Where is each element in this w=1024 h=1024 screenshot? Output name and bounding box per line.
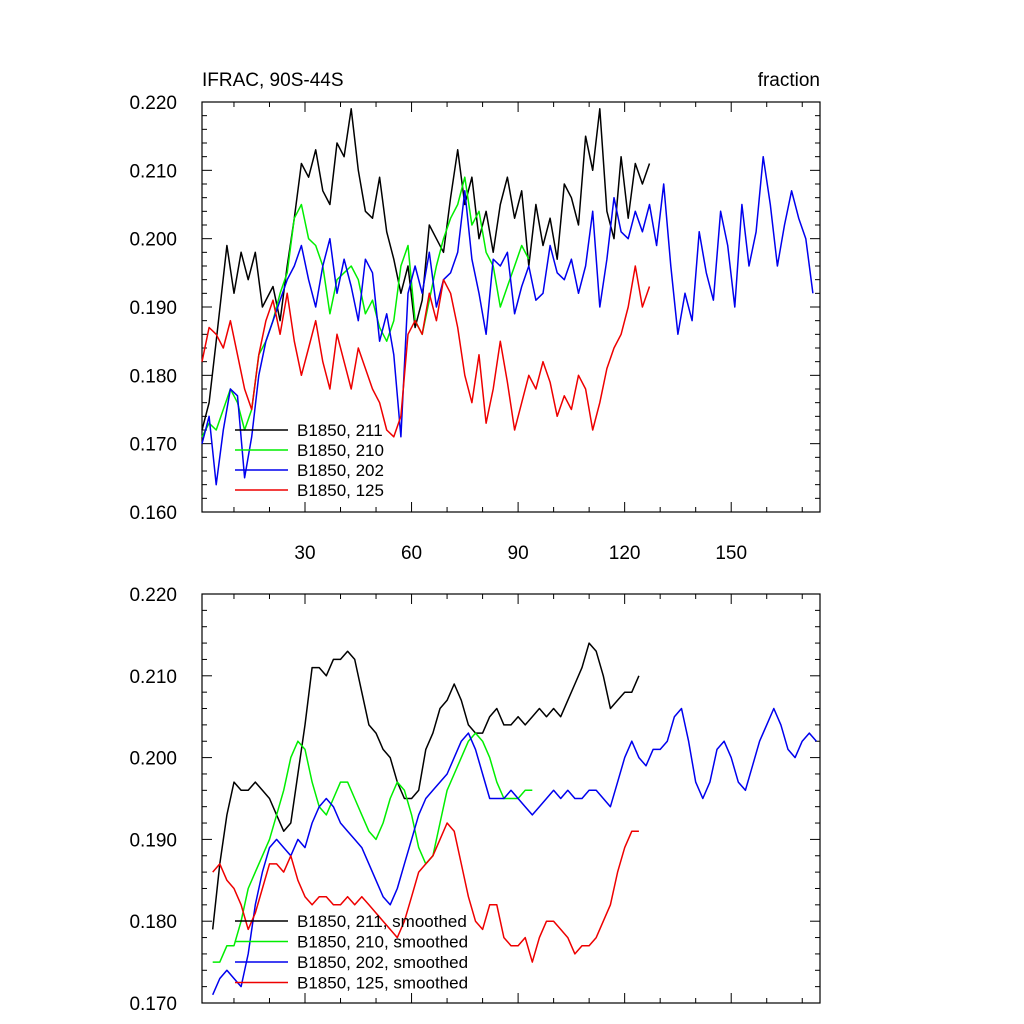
y-tick-label: 0.220: [129, 585, 177, 606]
series-line-b1850-202: [201, 155, 814, 486]
legend-label-b1850-211-smoothed: B1850, 211, smoothed: [297, 912, 467, 931]
x-tick-label: 60: [401, 543, 422, 564]
legend-label-b1850-125: B1850, 125: [297, 481, 384, 500]
y-tick-label: 0.180: [129, 366, 177, 387]
y-tick-label: 0.220: [129, 93, 177, 114]
series-line-b1850-125-smoothed: [212, 822, 639, 963]
y-tick-label: 0.190: [129, 298, 177, 319]
y-tick-label: 0.160: [129, 503, 177, 524]
series-line-b1850-125: [201, 265, 651, 438]
y-tick-label: 0.210: [129, 161, 177, 182]
series-line-b1850-211-smoothed: [211, 642, 640, 930]
series-line-b1850-202-smoothed: [212, 707, 817, 996]
series-line-b1850-210-smoothed: [212, 732, 533, 963]
x-tick-label: 90: [508, 543, 529, 564]
series-line-b1850-211: [201, 108, 651, 431]
y-tick-label: 0.170: [129, 994, 177, 1015]
x-tick-label: 120: [609, 543, 641, 564]
y-tick-label: 0.200: [129, 749, 177, 770]
y-tick-label: 0.210: [129, 667, 177, 688]
top-plot-units: fraction: [758, 70, 820, 91]
legend-label-b1850-125-smoothed: B1850, 125, smoothed: [297, 974, 468, 993]
y-tick-label: 0.170: [129, 435, 177, 456]
top-plot-panel: IFRAC, 90S-44S fraction 0.160 0.170 0.180 0…: [129, 70, 821, 564]
x-tick-label: 30: [294, 543, 315, 564]
legend-label-b1850-202-smoothed: B1850, 202, smoothed: [297, 953, 468, 972]
y-tick-label: 0.200: [129, 230, 177, 251]
top-plot-title: IFRAC, 90S-44S: [202, 70, 344, 91]
plot-frame: [201, 593, 821, 1004]
legend-label-b1850-210-smoothed: B1850, 210, smoothed: [297, 933, 468, 952]
y-tick-label: 0.190: [129, 830, 177, 851]
bottom-plot-panel: 0.170 0.180 0.190 0.200 0.210 0.220 B1850, 211…: [129, 585, 821, 1015]
legend-label-b1850-211: B1850, 211: [297, 421, 383, 440]
plot-frame: [201, 101, 821, 513]
series-line-b1850-210: [201, 176, 530, 438]
x-tick-label: 150: [715, 543, 747, 564]
legend-label-b1850-210: B1850, 210: [297, 441, 384, 460]
y-tick-label: 0.180: [129, 912, 177, 933]
legend-label-b1850-202: B1850, 202: [297, 461, 384, 480]
